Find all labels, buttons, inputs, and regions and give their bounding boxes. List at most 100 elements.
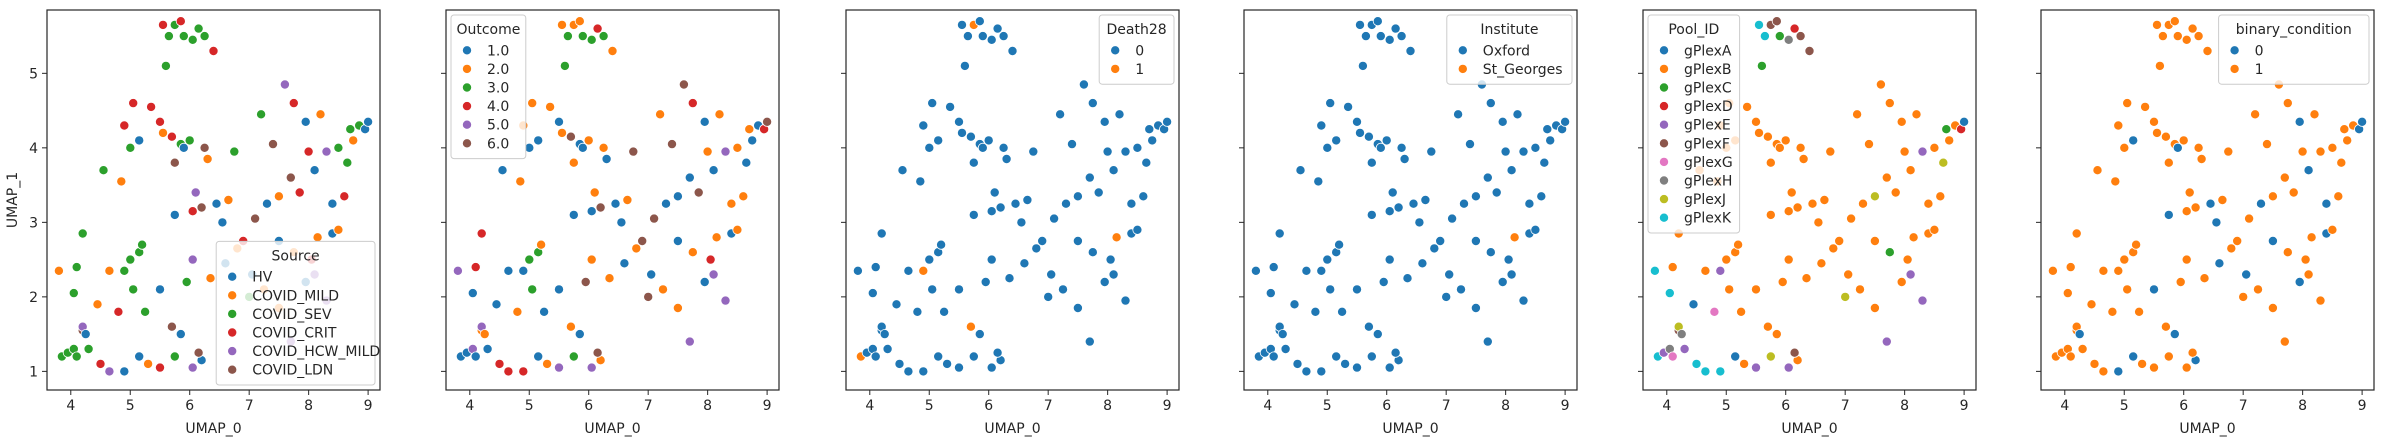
scatter-point <box>1765 157 1776 168</box>
scatter-point <box>738 191 749 202</box>
x-tick-label: 7 <box>2239 398 2248 414</box>
x-tick-label: 6 <box>1382 398 1391 414</box>
scatter-panel-6: 4 5 6 7 8 9 UMAP_0 binary_condition 0 1 <box>2036 9 2375 437</box>
scatter-point <box>1108 269 1119 280</box>
scatter-point <box>986 362 997 373</box>
scatter-point <box>1310 306 1321 317</box>
scatter-point <box>2122 98 2133 109</box>
scatter-point <box>1771 329 1782 340</box>
scatter-point <box>1700 265 1711 276</box>
scatter-point <box>333 224 344 235</box>
scatter-point <box>211 198 222 209</box>
scatter-point <box>2267 302 2278 313</box>
scatter-point <box>1396 142 1407 153</box>
scatter-point <box>533 351 544 362</box>
scatter-point <box>954 362 965 373</box>
scatter-point <box>927 98 938 109</box>
scatter-point <box>1855 284 1866 295</box>
scatter-point <box>1396 31 1407 42</box>
scatter-point <box>2279 336 2290 347</box>
scatter-point <box>1739 358 1750 369</box>
x-axis-label: UMAP_0 <box>1781 421 1837 437</box>
x-tick-label: 4 <box>1662 398 1671 414</box>
scatter-point <box>2140 101 2151 112</box>
scatter-point <box>1512 109 1523 120</box>
scatter-point <box>1393 202 1404 213</box>
scatter-point <box>1105 254 1116 265</box>
scatter-point <box>1384 34 1395 45</box>
scatter-point <box>339 191 350 202</box>
scatter-point <box>140 306 151 317</box>
scatter-point <box>699 276 710 287</box>
scatter-point <box>1162 116 1173 127</box>
scatter-point <box>977 142 988 153</box>
scatter-point <box>1783 254 1794 265</box>
scatter-point <box>1390 347 1401 358</box>
scatter-point <box>1126 198 1137 209</box>
x-tick-label: 8 <box>703 398 712 414</box>
scatter-point <box>933 351 944 362</box>
scatter-point <box>2119 142 2130 153</box>
scatter-point <box>2315 295 2326 306</box>
scatter-point <box>616 217 627 228</box>
scatter-point <box>1751 284 1762 295</box>
scatter-point <box>95 358 106 369</box>
scatter-point <box>2232 235 2243 246</box>
scatter-point <box>1470 235 1481 246</box>
scatter-point <box>1780 135 1791 146</box>
scatter-point <box>2205 198 2216 209</box>
scatter-point <box>1941 124 1952 135</box>
scatter-point <box>974 329 985 340</box>
x-tick-label: 9 <box>1561 398 1570 414</box>
scatter-point <box>607 46 618 57</box>
scatter-point <box>687 98 698 109</box>
scatter-point <box>1840 291 1851 302</box>
legend-box <box>215 240 376 386</box>
legend-marker <box>1659 156 1670 167</box>
scatter-point <box>915 176 926 187</box>
scatter-point <box>586 34 597 45</box>
legend-entry: COVID_CRIT <box>252 326 337 342</box>
x-tick-label: 8 <box>1900 398 1909 414</box>
scatter-point <box>655 109 666 120</box>
scatter-point <box>1506 269 1517 280</box>
scatter-point <box>1316 265 1327 276</box>
scatter-point <box>2163 157 2174 168</box>
legend-entry: COVID_HCW_MILD <box>252 344 380 360</box>
scatter-point <box>1099 116 1110 127</box>
scatter-point <box>1756 60 1767 71</box>
scatter-point <box>2148 116 2159 127</box>
scatter-point <box>702 146 713 157</box>
scatter-point <box>661 198 672 209</box>
scatter-point <box>1316 366 1327 377</box>
scatter-point <box>747 135 758 146</box>
scatter-point <box>2065 262 2076 273</box>
scatter-point <box>598 31 609 42</box>
scatter-point <box>1536 191 1547 202</box>
scatter-point <box>1825 146 1836 157</box>
x-tick-label: 8 <box>1103 398 1112 414</box>
scatter-point <box>1816 258 1827 269</box>
scatter-point <box>83 343 94 354</box>
scatter-point <box>154 284 165 295</box>
scatter-point <box>1441 291 1452 302</box>
scatter-point <box>586 362 597 373</box>
scatter-point <box>2303 269 2314 280</box>
scatter-point <box>1301 366 1312 377</box>
legend-marker <box>227 290 238 301</box>
x-tick-label: 4 <box>66 398 75 414</box>
scatter-point <box>113 306 124 317</box>
legend-entry: 6.0 <box>487 136 509 152</box>
scatter-point <box>1357 60 1368 71</box>
scatter-point <box>1676 329 1687 340</box>
scatter-point <box>1905 165 1916 176</box>
scatter-point <box>1399 153 1410 164</box>
legend-entry: 1.0 <box>487 43 509 59</box>
scatter-point <box>267 139 278 150</box>
legend-marker <box>1659 82 1670 93</box>
scatter-point <box>539 306 550 317</box>
scatter-point <box>1049 213 1060 224</box>
scatter-point <box>1274 228 1285 239</box>
scatter-point <box>2160 131 2171 142</box>
